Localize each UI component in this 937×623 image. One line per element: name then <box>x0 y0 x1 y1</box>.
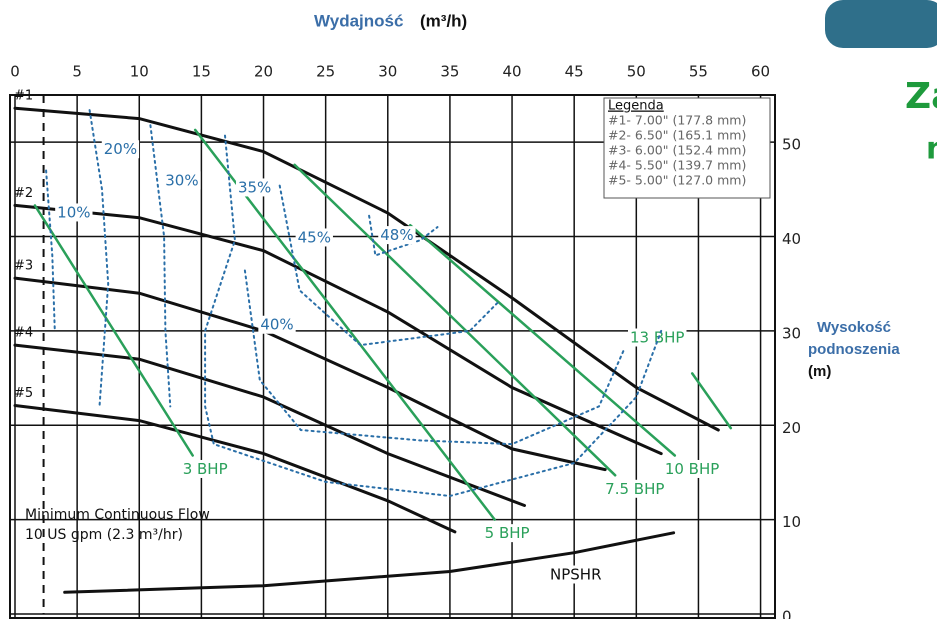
impeller-label: #4 <box>14 326 33 341</box>
x-tick-label: 45 <box>565 63 584 81</box>
x-tick-label: 20 <box>254 63 273 81</box>
legend-item: #4- 5.50" (139.7 mm) <box>608 158 746 173</box>
page: {"side": {"heading": ["Za", "n"]}, "char… <box>0 0 937 619</box>
min-flow-label: 10 US gpm (2.3 m³/hr) <box>25 527 183 543</box>
x-tick-label: 15 <box>192 63 211 81</box>
impeller-label: #1 <box>14 89 33 104</box>
side-decoration: Za n <box>825 0 937 167</box>
x-tick-label: 30 <box>378 63 397 81</box>
min-flow-label: Minimum Continuous Flow <box>25 507 210 523</box>
legend-item: #1- 7.00" (177.8 mm) <box>608 113 746 128</box>
eff-label: 30% <box>165 171 198 189</box>
x-tick-label: 0 <box>10 63 20 81</box>
eff-curve <box>46 171 55 331</box>
impeller-label: #5 <box>14 386 33 401</box>
impeller-label: #3 <box>14 259 33 274</box>
x-tick-label: 5 <box>72 63 82 81</box>
eff-label: 10% <box>57 203 90 221</box>
npshr-label: NPSHR <box>550 566 602 584</box>
x-tick-label: 10 <box>130 63 149 81</box>
legend-item: #5- 5.00" (127.0 mm) <box>608 173 746 188</box>
legend: Legenda#1- 7.00" (177.8 mm)#2- 6.50" (16… <box>604 98 770 198</box>
eff-label: 40% <box>260 316 293 334</box>
x-tick-label: 60 <box>751 63 770 81</box>
legend-item: #3- 6.00" (152.4 mm) <box>608 143 746 158</box>
x-axis-label: Wydajność <box>314 11 403 30</box>
impeller-label: #2 <box>14 186 33 201</box>
side-heading: n <box>926 132 937 167</box>
bhp-label: 7.5 BHP <box>605 480 664 498</box>
eff-label: 48% <box>380 226 413 244</box>
bhp-label: 5 BHP <box>485 524 530 542</box>
y-tick-label: 40 <box>782 230 801 248</box>
x-tick-label: 25 <box>316 63 335 81</box>
x-tick-label: 40 <box>503 63 522 81</box>
chart: Za n Wydajność (m³/h) Wysokośćpodnoszeni… <box>0 0 937 619</box>
legend-item: #2- 6.50" (165.1 mm) <box>608 128 746 143</box>
product-image <box>825 0 937 48</box>
y-tick-label: 50 <box>782 136 801 154</box>
x-tick-label: 50 <box>627 63 646 81</box>
eff-label: 20% <box>104 140 137 158</box>
bhp-label: 10 BHP <box>665 460 719 478</box>
bhp-label: 3 BHP <box>183 460 228 478</box>
y-tick-label: 10 <box>782 513 801 531</box>
y-tick-label: 30 <box>782 324 801 342</box>
x-tick-label: 55 <box>689 63 708 81</box>
legend-title: Legenda <box>608 99 664 114</box>
y-tick-label: 20 <box>782 419 801 437</box>
x-tick-label: 35 <box>440 63 459 81</box>
y-tick-label: 0 <box>782 608 792 620</box>
eff-label: 35% <box>238 178 271 196</box>
y-axis-unit: (m) <box>808 363 831 380</box>
eff-label: 45% <box>298 228 331 246</box>
side-heading: Za <box>905 76 937 117</box>
impeller-curve <box>15 278 605 470</box>
eff-curve <box>245 271 624 445</box>
x-axis-unit: (m³/h) <box>420 11 467 30</box>
